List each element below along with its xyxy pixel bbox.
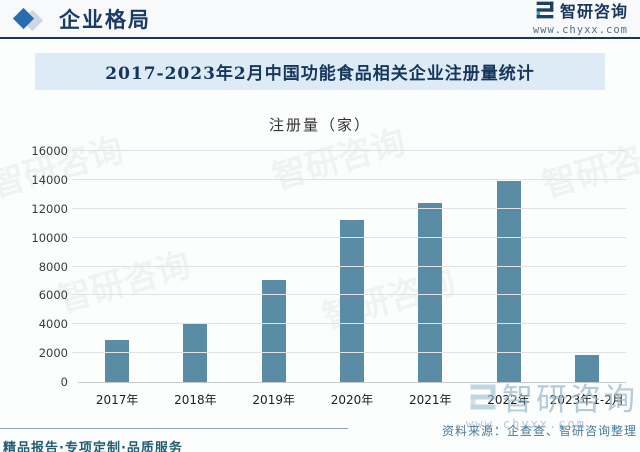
y-tick-label: 16000 [31,144,68,158]
bar-2022年 [496,181,521,382]
y-tick-label: 14000 [31,172,68,187]
brand-url: www.chyxx.com [532,24,628,37]
brand-name: 智研咨询 [559,2,628,22]
bar-slot [78,152,156,382]
bar-2020年 [339,220,364,382]
brand-row: 智研咨询 [535,0,628,24]
x-tick-label: 2019年 [252,393,295,407]
banner-title: 2017-2023年2月中国功能食品相关企业注册量统计 [105,64,535,84]
brand-logo-icon [535,0,555,24]
page-header: 企业格局 智研咨询 www.chyxx.com [0,0,640,39]
gridline [72,207,626,209]
bars-row [78,152,626,382]
x-tick-label: 2021年 [408,393,452,407]
gridline [72,178,626,180]
plot-area [72,150,626,383]
services-text: 精品报告·专项定制·品质服务 [3,441,183,452]
header-left: 企业格局 [12,4,151,34]
data-source-text: 资料来源：企查查、智研咨询整理 [441,424,637,438]
gridline [72,294,626,296]
gridline [72,352,626,354]
y-tick-label: 6000 [38,288,68,303]
bar-2019年 [261,279,286,382]
y-tick-label: 10000 [31,230,68,245]
x-tick-label: 2017年 [95,393,139,407]
y-axis: 0 2000 4000 6000 8000 10000 12000 14000 16000 [0,144,68,389]
bar-slot [391,152,469,382]
x-tick-label: 2020年 [330,393,374,407]
chart-axis-title: 注册量（家） [268,116,371,134]
bar-2017年 [105,340,130,382]
x-tick-label: 2023年1-2月 [549,393,624,407]
x-tick-label: 2022年 [487,393,530,407]
y-tick-label: 0 [60,375,68,389]
bar-2023年1-2月 [574,354,599,382]
x-tick-label: 2018年 [174,393,217,407]
bar-slot [235,152,313,382]
y-tick-label: 12000 [31,201,68,216]
x-axis: 2017年 2018年 2019年 2020年 2021年 2022年 2023年1-2月 [78,391,626,408]
bar-slot [548,152,626,382]
gridline [72,265,626,267]
bar-2021年 [418,202,443,382]
brand-block: 智研咨询 www.chyxx.com [533,0,628,36]
footer-divider [0,428,348,429]
y-tick-label: 4000 [38,317,68,332]
chart-banner: 2017-2023年2月中国功能食品相关企业注册量统计 [35,53,605,90]
diamond-icon [12,7,46,31]
bar-slot [156,152,234,382]
gridline [72,236,626,238]
bar-slot [469,152,547,382]
gridline [72,150,626,151]
gridline [72,323,626,325]
y-tick-label: 8000 [38,259,68,274]
y-tick-label: 2000 [38,346,68,361]
section-title: 企业格局 [59,6,151,32]
bar-slot [313,152,391,382]
